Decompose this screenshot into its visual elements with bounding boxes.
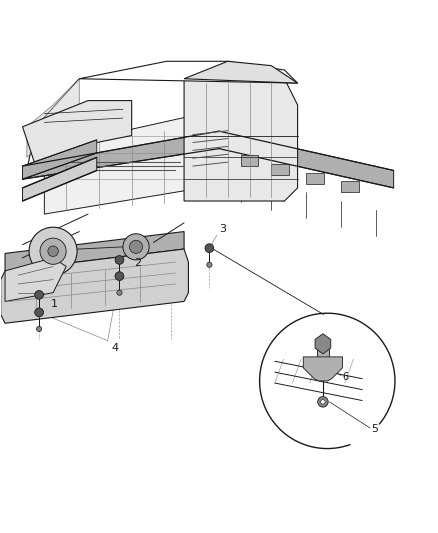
Circle shape: [205, 244, 214, 253]
Text: 6: 6: [343, 372, 349, 382]
Polygon shape: [44, 114, 285, 214]
Polygon shape: [22, 157, 97, 201]
Circle shape: [321, 400, 325, 404]
Polygon shape: [219, 131, 394, 188]
Polygon shape: [22, 140, 97, 179]
Polygon shape: [22, 131, 219, 179]
Polygon shape: [5, 231, 184, 271]
Polygon shape: [184, 79, 297, 201]
Polygon shape: [241, 155, 258, 166]
Polygon shape: [22, 101, 132, 166]
Circle shape: [36, 309, 42, 314]
Circle shape: [35, 290, 43, 299]
Circle shape: [115, 272, 124, 280]
Circle shape: [48, 246, 58, 256]
Text: 2: 2: [134, 258, 141, 268]
Circle shape: [29, 227, 77, 275]
Circle shape: [117, 274, 122, 279]
FancyBboxPatch shape: [317, 339, 328, 366]
Circle shape: [115, 256, 124, 264]
Polygon shape: [315, 334, 331, 354]
Polygon shape: [184, 61, 297, 83]
Polygon shape: [1, 249, 188, 323]
Circle shape: [36, 326, 42, 332]
Polygon shape: [341, 181, 359, 192]
Polygon shape: [306, 173, 324, 183]
Text: 4: 4: [111, 343, 118, 353]
Circle shape: [40, 238, 66, 264]
Circle shape: [261, 314, 394, 447]
Circle shape: [318, 397, 328, 407]
Polygon shape: [79, 61, 297, 83]
Text: 3: 3: [219, 224, 226, 234]
Polygon shape: [5, 258, 66, 302]
Polygon shape: [272, 164, 289, 175]
Text: 5: 5: [371, 424, 378, 434]
Circle shape: [130, 240, 143, 253]
Circle shape: [117, 290, 122, 295]
Polygon shape: [27, 79, 79, 157]
Polygon shape: [303, 357, 343, 381]
Text: 1: 1: [51, 298, 58, 309]
Circle shape: [123, 234, 149, 260]
Circle shape: [207, 262, 212, 268]
Circle shape: [35, 308, 43, 317]
